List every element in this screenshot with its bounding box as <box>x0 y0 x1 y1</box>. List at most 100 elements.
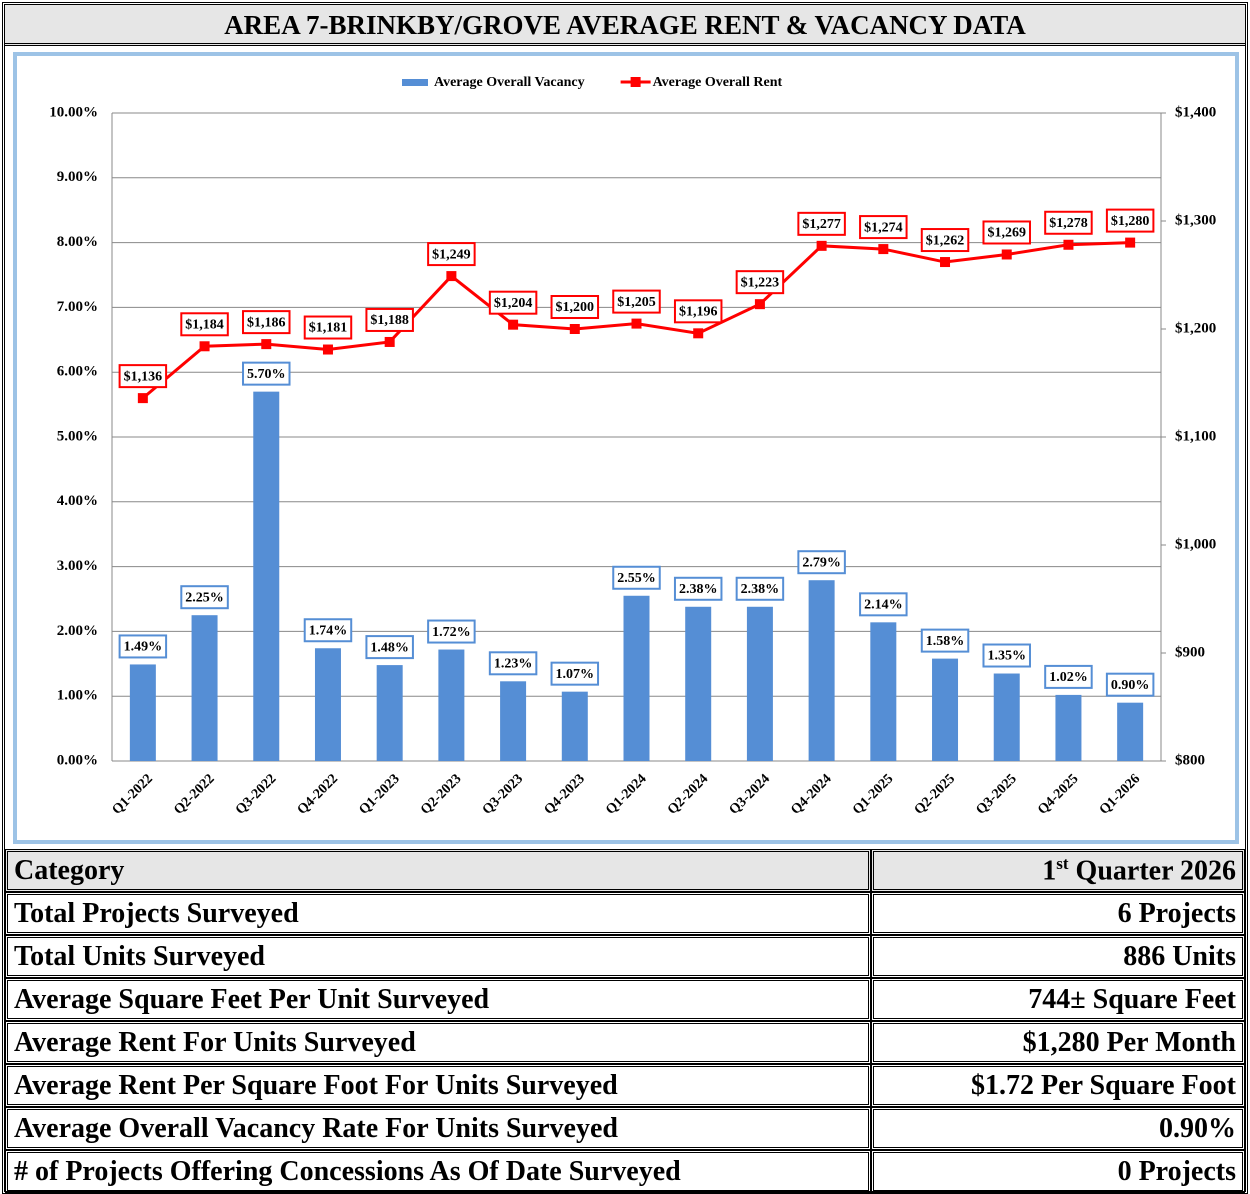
data-label: 1.23% <box>488 651 538 676</box>
y2-tick-label: $900 <box>1175 644 1205 660</box>
data-label-text: 2.25% <box>185 590 224 605</box>
data-label: 0.90% <box>1105 672 1155 697</box>
data-label: $1,274 <box>859 215 908 240</box>
value-cell: $1,280 Per Month <box>871 1021 1245 1064</box>
legend-label: Average Overall Rent <box>653 75 783 90</box>
data-label-box <box>488 290 538 315</box>
data-label: 2.38% <box>673 576 723 601</box>
bar <box>870 622 897 761</box>
data-label-box <box>303 315 353 340</box>
data-label-text: $1,200 <box>556 300 595 315</box>
line-marker <box>1125 237 1136 248</box>
bar <box>314 648 341 761</box>
chart: 0.00% 1.00% 2.00% 3.00% 4.00% 5.00% 6.00% 7.00%… <box>49 75 1216 818</box>
legend-swatch <box>630 77 641 87</box>
data-label: $1,204 <box>488 290 538 315</box>
legend-label: Average Overall Vacancy <box>434 75 585 90</box>
data-label-box <box>735 576 785 601</box>
y-tick-label: 7.00% <box>57 299 98 315</box>
data-label-box <box>242 361 291 386</box>
bar <box>253 391 280 761</box>
data-label-text: $1,186 <box>247 315 286 330</box>
bar <box>1117 702 1144 761</box>
y2-tick-label: $1,000 <box>1175 536 1216 552</box>
table-body: Category 1st Quarter 2026 Total Projects… <box>5 849 1245 1193</box>
x-tick-label: Q1-2023 <box>356 771 402 817</box>
bar <box>129 664 156 761</box>
table-row: Average Rent For Units Surveyed $1,280 Pe… <box>5 1021 1245 1064</box>
table-row: Total Projects Surveyed 6 Projects <box>5 892 1245 935</box>
line-marker <box>446 271 457 282</box>
category-cell: Total Projects Surveyed <box>5 892 871 935</box>
header-row: Category 1st Quarter 2026 <box>5 849 1245 892</box>
value-cell: 0.90% <box>871 1107 1245 1150</box>
data-label: 1.07% <box>550 661 600 686</box>
line-marker <box>137 393 148 404</box>
x-tick-label: Q2-2024 <box>665 771 711 817</box>
y2-tick-label: $1,100 <box>1175 428 1216 444</box>
data-label-text: 2.38% <box>741 582 780 597</box>
data-label: 5.70% <box>242 361 291 386</box>
line-marker <box>569 324 580 334</box>
bar <box>685 606 712 761</box>
data-label-text: $1,280 <box>1111 214 1150 229</box>
data-label-text: 1.74% <box>309 623 348 638</box>
category-cell: Average Square Feet Per Unit Surveyed <box>5 978 871 1021</box>
data-label-text: 1.35% <box>987 649 1026 664</box>
data-label: 1.58% <box>920 628 970 653</box>
data-label: 1.74% <box>303 618 353 643</box>
table-row: Average Overall Vacancy Rate For Units S… <box>5 1107 1245 1150</box>
y2-tick-label: $1,300 <box>1175 212 1216 228</box>
data-label: $1,223 <box>735 270 785 295</box>
data-label-text: $1,269 <box>987 226 1026 241</box>
data-label: 2.14% <box>859 592 908 617</box>
x-tick-label: Q1-2025 <box>850 771 896 817</box>
table-row: Average Square Feet Per Unit Surveyed 744… <box>5 978 1245 1021</box>
bar <box>376 665 403 761</box>
data-label-text: 2.55% <box>617 571 656 586</box>
data-label-box <box>550 295 600 319</box>
bar <box>561 691 588 761</box>
category-cell: Average Rent Per Square Foot For Units S… <box>5 1064 871 1107</box>
data-label-text: $1,249 <box>432 247 471 262</box>
y2-tick-label: $1,200 <box>1175 320 1216 336</box>
x-tick-label: Q4-2025 <box>1035 771 1081 817</box>
header-part: st <box>1056 853 1069 873</box>
bar <box>623 595 650 761</box>
x-tick-label: Q4-2022 <box>295 771 341 817</box>
data-label-box <box>612 289 661 314</box>
line-marker <box>199 341 210 352</box>
bar <box>500 681 527 761</box>
bar <box>932 658 959 761</box>
data-label-text: 2.79% <box>802 555 841 570</box>
bar <box>191 615 218 761</box>
data-label-box <box>1044 664 1093 689</box>
data-label: 2.55% <box>612 565 661 590</box>
data-label-box <box>118 634 168 659</box>
data-label-box <box>180 585 229 610</box>
data-label-box <box>982 643 1031 668</box>
table-row: Average Rent Per Square Foot For Units S… <box>5 1064 1245 1107</box>
y-tick-label: 10.00% <box>49 104 98 120</box>
x-tick-label: Q2-2023 <box>418 771 464 817</box>
data-label: $1,249 <box>427 242 476 267</box>
data-label-box <box>920 228 970 253</box>
data-label-text: 0.90% <box>1111 678 1150 693</box>
y-tick-label: 2.00% <box>57 623 98 639</box>
data-label-text: 1.07% <box>556 667 595 682</box>
data-label-box <box>1105 672 1155 697</box>
line-marker <box>816 240 827 251</box>
data-label: 2.79% <box>797 550 846 575</box>
data-label-box <box>673 299 723 324</box>
data-label: 2.38% <box>735 576 785 601</box>
data-label-box <box>735 270 785 295</box>
data-label-box <box>365 307 414 332</box>
data-label: 1.49% <box>118 634 168 659</box>
data-label: $1,136 <box>118 364 168 389</box>
x-tick-label: Q1-2026 <box>1097 771 1143 817</box>
data-label: $1,200 <box>550 295 600 319</box>
data-label-text: $1,188 <box>370 313 409 328</box>
data-label-box <box>920 628 970 653</box>
line-marker <box>940 257 951 268</box>
